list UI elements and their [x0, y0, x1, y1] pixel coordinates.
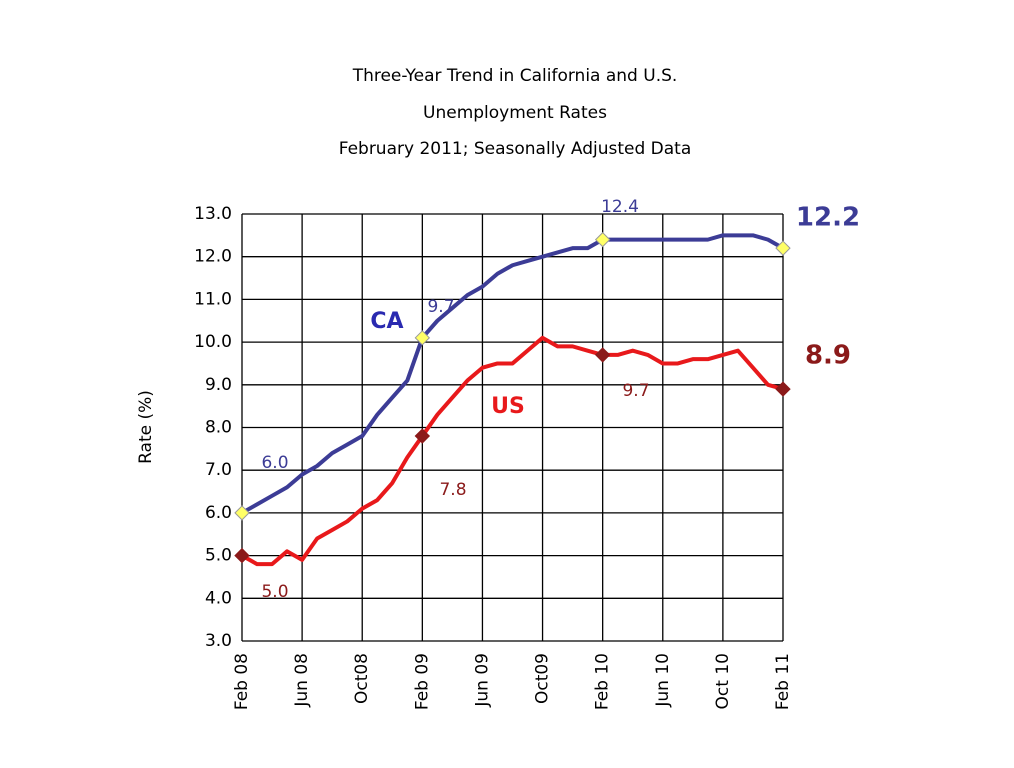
y-tick-label: 3.0	[205, 631, 232, 651]
x-tick-label: Jun 09	[472, 653, 492, 708]
annotation: 12.4	[601, 197, 639, 217]
y-tick-label: 10.0	[194, 332, 232, 352]
y-tick-label: 6.0	[205, 503, 232, 523]
point-marker	[775, 240, 791, 256]
annotation: 12.2	[796, 203, 860, 233]
y-axis-label: Rate (%)	[136, 390, 156, 464]
x-tick-label: Oct09	[533, 653, 553, 704]
chart-title: Unemployment Rates	[423, 103, 607, 123]
point-marker	[594, 231, 611, 248]
point-marker	[594, 347, 611, 363]
y-tick-label: 7.0	[205, 460, 232, 480]
y-tick-label: 12.0	[194, 247, 232, 267]
y-tick-label: 5.0	[205, 546, 232, 566]
x-tick-label: Feb 09	[412, 653, 432, 710]
y-tick-label: 9.0	[205, 375, 232, 395]
annotation: 9.7	[427, 297, 454, 317]
x-tick-label: Feb 11	[773, 653, 793, 710]
y-tick-label: 8.0	[205, 418, 232, 438]
series-label: US	[491, 394, 525, 419]
y-tick-label: 11.0	[194, 289, 232, 309]
x-tick-label: Feb 10	[593, 653, 613, 710]
point-marker	[414, 330, 431, 346]
y-tick-label: 13.0	[194, 204, 232, 224]
annotation: 6.0	[261, 453, 288, 473]
x-tick-label: Jun 08	[292, 653, 312, 708]
x-tick-label: Feb 08	[232, 653, 252, 710]
annotation: 5.0	[261, 582, 288, 602]
y-tick-label: 4.0	[205, 588, 232, 608]
x-tick-label: Jun 10	[653, 653, 673, 708]
x-tick-label: Oct 10	[713, 653, 733, 709]
annotation: 7.8	[439, 480, 466, 500]
chart-title: Three-Year Trend in California and U.S.	[352, 66, 678, 86]
annotation: 8.9	[805, 341, 851, 371]
line-series	[241, 335, 784, 567]
point-marker	[775, 381, 791, 397]
chart-title: February 2011; Seasonally Adjusted Data	[339, 139, 692, 159]
point-marker	[234, 505, 250, 521]
point-marker	[234, 547, 250, 564]
annotation: 9.7	[622, 381, 649, 401]
point-marker	[414, 428, 431, 444]
series-label: CA	[370, 309, 403, 334]
line-series	[241, 233, 784, 515]
x-tick-label: Oct08	[352, 653, 372, 704]
